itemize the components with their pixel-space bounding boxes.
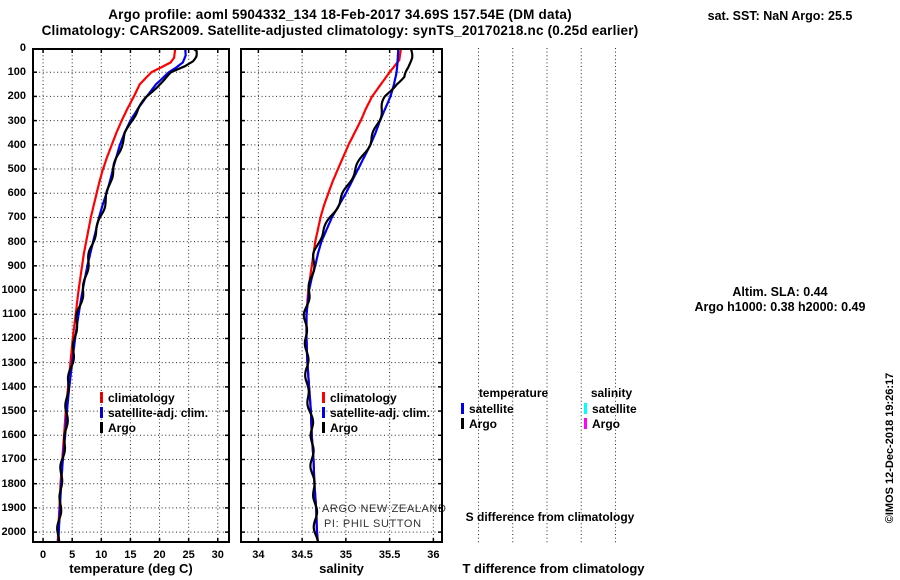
- tick-label: 20: [153, 549, 166, 561]
- temperature-axis-label: temperature (deg C): [69, 561, 193, 576]
- tick-label: 36: [427, 549, 440, 561]
- legend-label: climatology: [330, 390, 397, 405]
- satellite-adj-swatch: [322, 407, 325, 418]
- legend-item-argo: Argo: [100, 420, 208, 435]
- depth-tick-label: 1100: [2, 308, 26, 321]
- s-difference-legend: salinity satellite Argo: [584, 386, 639, 431]
- sla-map-title-line2: Argo h1000: 0.38 h2000: 0.49: [694, 300, 866, 314]
- tick-label: 34: [252, 549, 265, 561]
- temperature-profile-plot: [32, 48, 230, 543]
- figure-subtitle: Climatology: CARS2009. Satellite-adjuste…: [41, 23, 639, 38]
- legend-header-salinity: salinity: [590, 386, 633, 400]
- legend-label: climatology: [108, 390, 175, 405]
- sla-heatmap: [680, 325, 880, 557]
- tick-label: 30: [211, 549, 224, 561]
- s-difference-axis-label: S difference from climatology: [465, 510, 635, 524]
- salinity-profile-plot: [240, 48, 443, 543]
- difference-from-climatology-plot: [478, 48, 616, 543]
- depth-tick-label: 1400: [1, 380, 26, 393]
- satellite-swatch: [584, 403, 587, 414]
- tick-label: 35: [339, 549, 352, 561]
- temperature-profile-series-argo: [56, 48, 198, 543]
- sla-map-title-line1: Altim. SLA: 0.44: [732, 285, 828, 299]
- tick-label: 34.5: [291, 549, 313, 561]
- salinity-profile-series-satellite-adj-clim-: [305, 48, 400, 543]
- depth-tick-label: 1200: [1, 332, 26, 345]
- legend-label: satellite-adj. clim.: [108, 405, 209, 420]
- legend-label: Argo: [469, 416, 497, 431]
- depth-tick-label: 2000: [1, 526, 26, 539]
- temperature-profile-series-climatology: [56, 48, 177, 543]
- legend-label: satellite-adj. clim.: [330, 405, 431, 420]
- tick-label: 5: [69, 549, 76, 561]
- temperature-legend: climatology satellite-adj. clim. Argo: [100, 390, 208, 435]
- argo-swatch: [100, 422, 103, 433]
- legend-label: satellite: [469, 401, 514, 416]
- watermark-line1: ARGO NEW ZEALAND: [322, 503, 447, 515]
- depth-tick-label: 1700: [1, 453, 26, 466]
- legend-item-satellite: satellite: [584, 401, 639, 416]
- depth-tick-label: 100: [7, 66, 26, 79]
- t-difference-legend: temperature satellite Argo: [461, 386, 566, 431]
- tick-label: 15: [124, 549, 137, 561]
- satellite-swatch: [461, 403, 464, 414]
- legend-item-argo: Argo: [461, 416, 566, 431]
- sla-field-blobs: [680, 325, 880, 557]
- depth-tick-label: 800: [7, 235, 26, 248]
- depth-tick-label: 1300: [1, 356, 26, 369]
- argo-swatch: [322, 422, 325, 433]
- depth-tick-label: 0: [19, 42, 26, 54]
- watermark-line2: PI: PHIL SUTTON: [324, 518, 422, 530]
- climatology-swatch: [322, 392, 325, 403]
- legend-item-climatology: climatology: [322, 390, 430, 405]
- salinity-axis-label: salinity: [319, 561, 364, 576]
- depth-tick-label: 1500: [1, 405, 26, 418]
- panel-border: [32, 48, 230, 543]
- salinity-profile-series-argo: [302, 48, 414, 543]
- copyright-stamp: ©IMOS 12-Dec-2018 19:26:17: [884, 372, 896, 524]
- legend-header-temperature: temperature: [478, 386, 549, 400]
- tick-label: 25: [182, 549, 195, 561]
- depth-tick-label: 200: [7, 90, 26, 103]
- tick-label: 0: [40, 549, 47, 561]
- depth-tick-label: 600: [7, 187, 26, 200]
- depth-tick-label: 1800: [1, 477, 26, 490]
- tick-label: 35.5: [378, 549, 401, 561]
- depth-tick-label: 1000: [1, 284, 26, 297]
- tick-label: 10: [95, 549, 108, 561]
- salinity-legend: climatology satellite-adj. clim. Argo: [322, 390, 430, 435]
- legend-item-satellite: satellite: [461, 401, 566, 416]
- depth-tick-label: 500: [7, 163, 26, 176]
- legend-item-argo: Argo: [584, 416, 639, 431]
- legend-label: Argo: [330, 420, 358, 435]
- depth-tick-label: 1900: [1, 501, 26, 514]
- t-difference-axis-label: T difference from climatology: [462, 561, 645, 576]
- depth-tick-label: 700: [7, 211, 26, 224]
- argo-swatch: [461, 418, 464, 429]
- legend-label: satellite: [592, 401, 637, 416]
- depth-tick-label: 400: [7, 138, 26, 151]
- figure-title: Argo profile: aoml 5904332_134 18-Feb-20…: [108, 7, 572, 22]
- salinity-profile-series-climatology: [305, 48, 403, 543]
- legend-label: Argo: [108, 420, 136, 435]
- panel-border: [240, 48, 443, 543]
- legend-item-satellite-adj: satellite-adj. clim.: [322, 405, 430, 420]
- depth-tick-label: 1600: [1, 429, 26, 442]
- argo-swatch: [584, 418, 587, 429]
- depth-tick-label: 300: [7, 114, 26, 127]
- legend-label: Argo: [592, 416, 620, 431]
- depth-tick-label: 900: [7, 259, 26, 272]
- legend-item-argo: Argo: [322, 420, 430, 435]
- sst-map-title: sat. SST: NaN Argo: 25.5: [707, 9, 853, 23]
